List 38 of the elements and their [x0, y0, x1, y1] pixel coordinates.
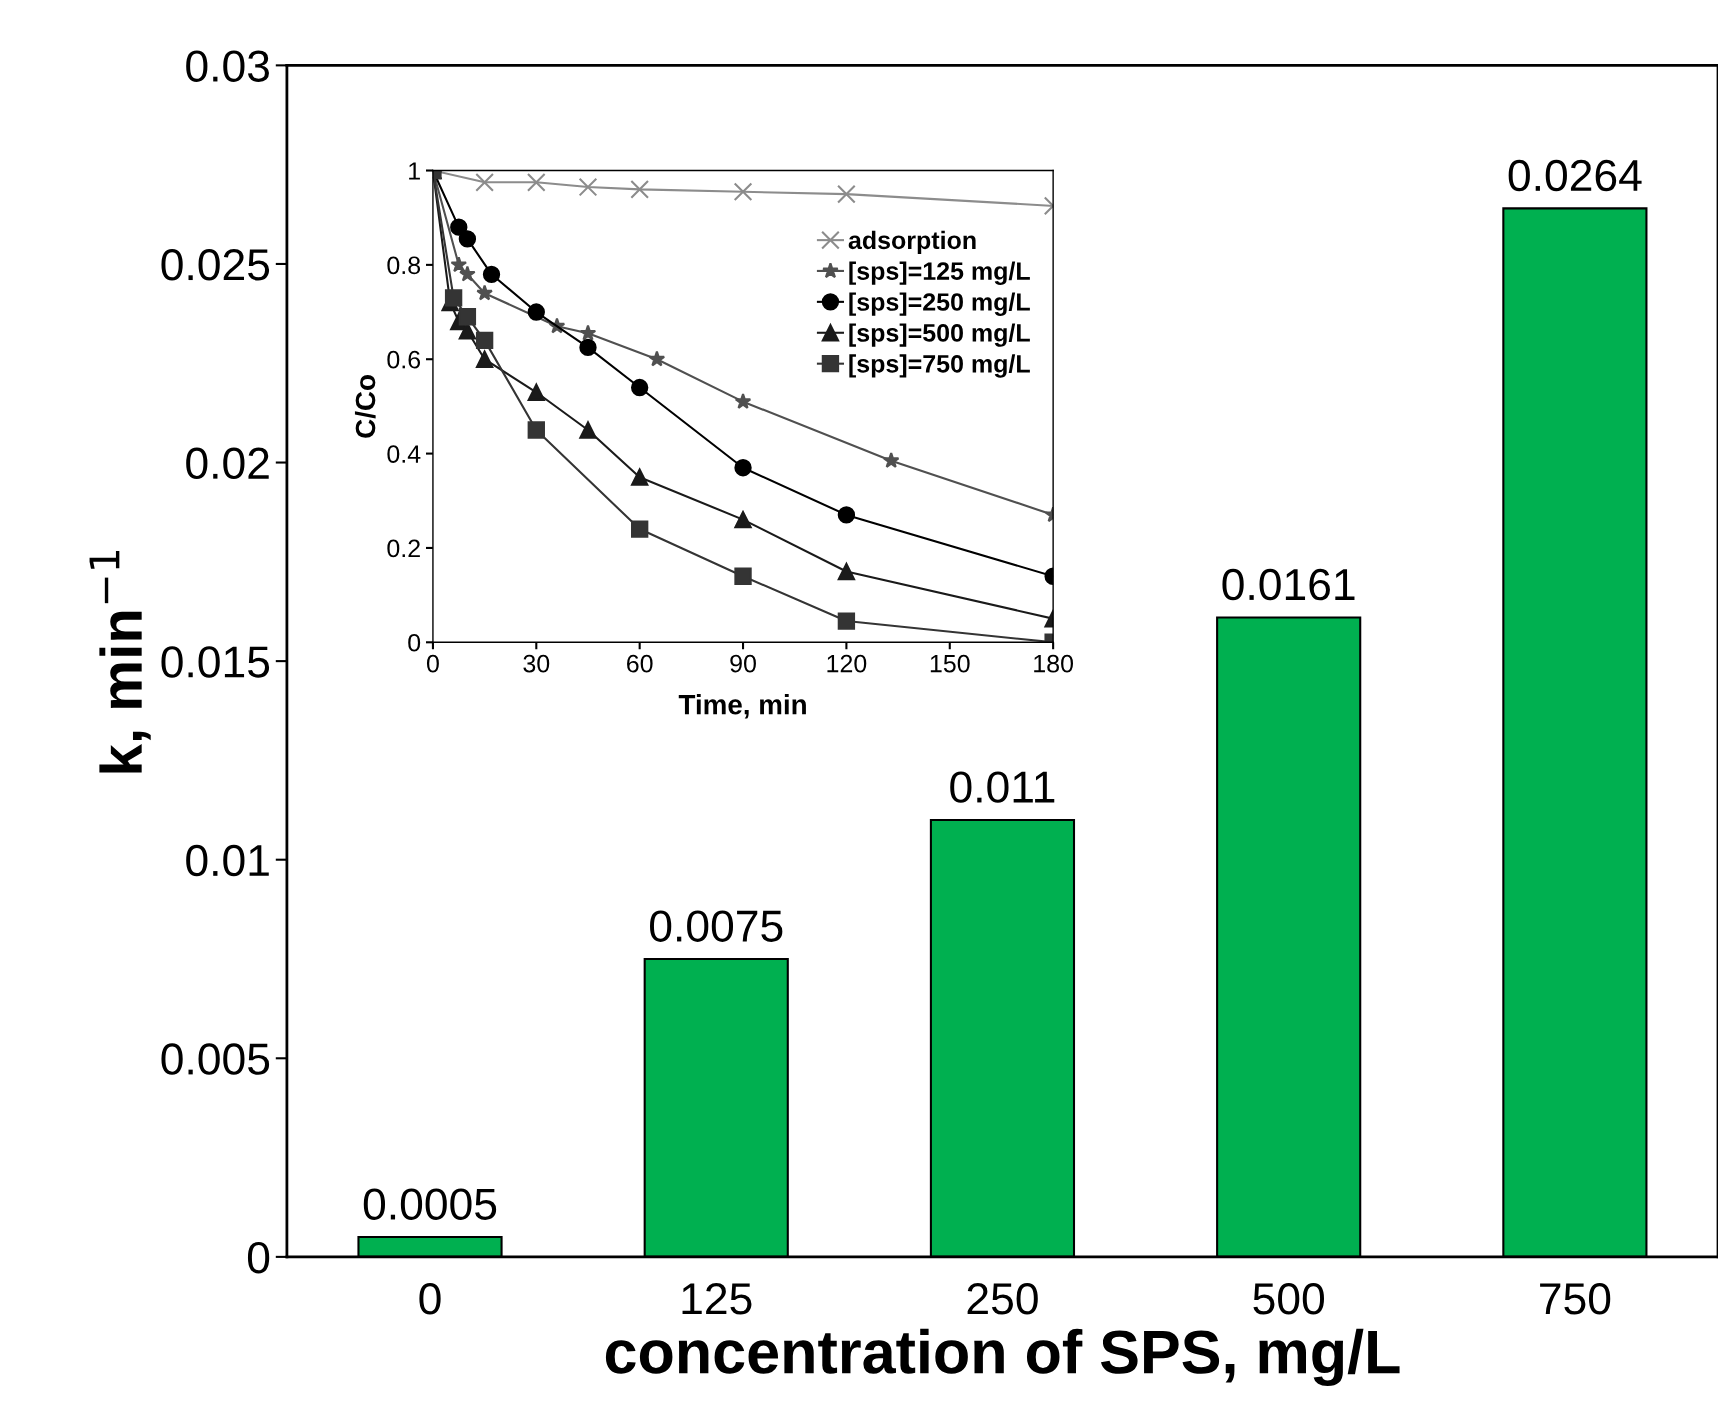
x-tick-label: 250	[967, 1283, 1038, 1315]
x-axis-title: Time, min	[678, 694, 806, 719]
x-tick-label: 120	[827, 654, 867, 673]
y-tick-label: 0.015	[161, 646, 270, 678]
x-tick-label: 90	[730, 654, 756, 673]
x-tick-label: 60	[627, 654, 653, 673]
y-tick-label: 0.2	[387, 539, 420, 558]
y-tick-label: 0.005	[161, 1043, 270, 1075]
x-tick-label: 125	[682, 1283, 752, 1315]
y-tick-label: 0.6	[387, 350, 421, 369]
x-tick-label: 750	[1540, 1283, 1611, 1315]
data-label: 0.0264	[1508, 159, 1642, 192]
y-tick-label: 0.01	[186, 844, 269, 877]
x-tick-label: 0	[426, 654, 439, 673]
legend-label: [sps]=250 mg/L	[849, 292, 1030, 316]
y-tick-label: 0.8	[387, 256, 421, 275]
data-label: 0.0075	[650, 910, 783, 942]
y-tick-label: 0.02	[186, 447, 269, 480]
x-tick-label: 30	[523, 654, 550, 673]
legend-label: [sps]=125 mg/L	[849, 261, 1030, 285]
y-tick-label: 0.4	[387, 445, 421, 463]
x-tick-label: 500	[1253, 1283, 1325, 1315]
y-tick-label: 1	[409, 162, 420, 180]
legend-label: [sps]=500 mg/L	[849, 323, 1030, 347]
legend-label: [sps]=750 mg/L	[849, 354, 1030, 378]
y-tick-label: 0	[247, 1241, 270, 1274]
data-label: 0.011	[950, 771, 1055, 803]
data-label: 0.0161	[1222, 568, 1355, 601]
legend-label: adsorption	[848, 230, 976, 255]
data-label: 0.0005	[363, 1188, 497, 1220]
x-tick-label: 150	[930, 654, 970, 673]
x-tick-label: 180	[1034, 654, 1074, 673]
y-tick-label: 0.03	[186, 50, 269, 82]
y-axis-title: C/Co	[354, 375, 376, 438]
y-tick-label: 0.025	[161, 249, 270, 281]
y-tick-label: 0	[408, 633, 421, 652]
x-axis-title: concentration of SPS, mg/L	[605, 1328, 1400, 1387]
y-axis-title: k, min$^{−1}$	[89, 551, 151, 773]
